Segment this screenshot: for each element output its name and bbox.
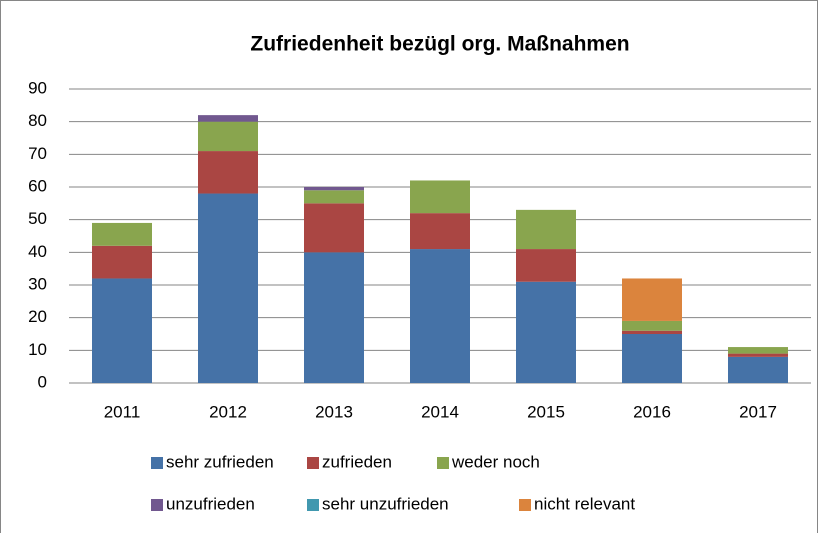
bar-segment xyxy=(622,330,682,334)
bar-segment xyxy=(410,180,470,214)
y-tick-label: 50 xyxy=(28,209,47,228)
bar-segment xyxy=(410,249,470,383)
bar-segment xyxy=(304,190,364,204)
legend-swatch xyxy=(437,457,449,469)
bar-segment xyxy=(622,334,682,383)
legend-label: sehr zufrieden xyxy=(166,452,274,471)
y-tick-label: 10 xyxy=(28,340,47,359)
bar-segment xyxy=(198,151,258,194)
y-tick-label: 0 xyxy=(38,372,47,391)
legend-swatch xyxy=(307,457,319,469)
legend-label: nicht relevant xyxy=(534,494,635,513)
bar-segment xyxy=(728,347,788,354)
bar-segment xyxy=(728,356,788,383)
bar-segment xyxy=(92,245,152,279)
x-tick-label: 2015 xyxy=(527,402,565,421)
bar-segment xyxy=(92,222,152,246)
x-tick-label: 2017 xyxy=(739,402,777,421)
bar-segment xyxy=(198,193,258,383)
bar-segment xyxy=(198,115,258,122)
x-tick-label: 2012 xyxy=(209,402,247,421)
legend-swatch xyxy=(519,499,531,511)
y-tick-label: 60 xyxy=(28,176,47,195)
y-tick-label: 90 xyxy=(28,78,47,97)
bar-segment xyxy=(304,252,364,383)
y-tick-label: 80 xyxy=(28,111,47,130)
bar-segment xyxy=(728,353,788,357)
bar-segment xyxy=(622,320,682,331)
legend-swatch xyxy=(307,499,319,511)
x-tick-label: 2011 xyxy=(104,402,141,421)
y-tick-label: 40 xyxy=(28,242,47,261)
bar-segment xyxy=(410,213,470,250)
legend-label: sehr unzufrieden xyxy=(322,494,449,513)
legend-label: zufrieden xyxy=(322,452,392,471)
x-tick-label: 2014 xyxy=(421,402,459,421)
bar-segment xyxy=(198,121,258,152)
legend-label: weder noch xyxy=(451,452,540,471)
legend-label: unzufrieden xyxy=(166,494,255,513)
bar-segment xyxy=(304,187,364,191)
bar-segment xyxy=(92,278,152,383)
x-tick-label: 2016 xyxy=(633,402,671,421)
bar-segment xyxy=(516,209,576,250)
chart-title: Zufriedenheit bezügl org. Maßnahmen xyxy=(250,33,629,56)
y-tick-label: 20 xyxy=(28,307,47,326)
bar-segment xyxy=(516,249,576,282)
bar-segment xyxy=(622,278,682,321)
bar-segment xyxy=(516,281,576,383)
legend-swatch xyxy=(151,499,163,511)
legend-swatch xyxy=(151,457,163,469)
x-tick-label: 2013 xyxy=(315,402,353,421)
y-tick-label: 70 xyxy=(28,144,47,163)
y-tick-label: 30 xyxy=(28,274,47,293)
bar-segment xyxy=(304,203,364,253)
